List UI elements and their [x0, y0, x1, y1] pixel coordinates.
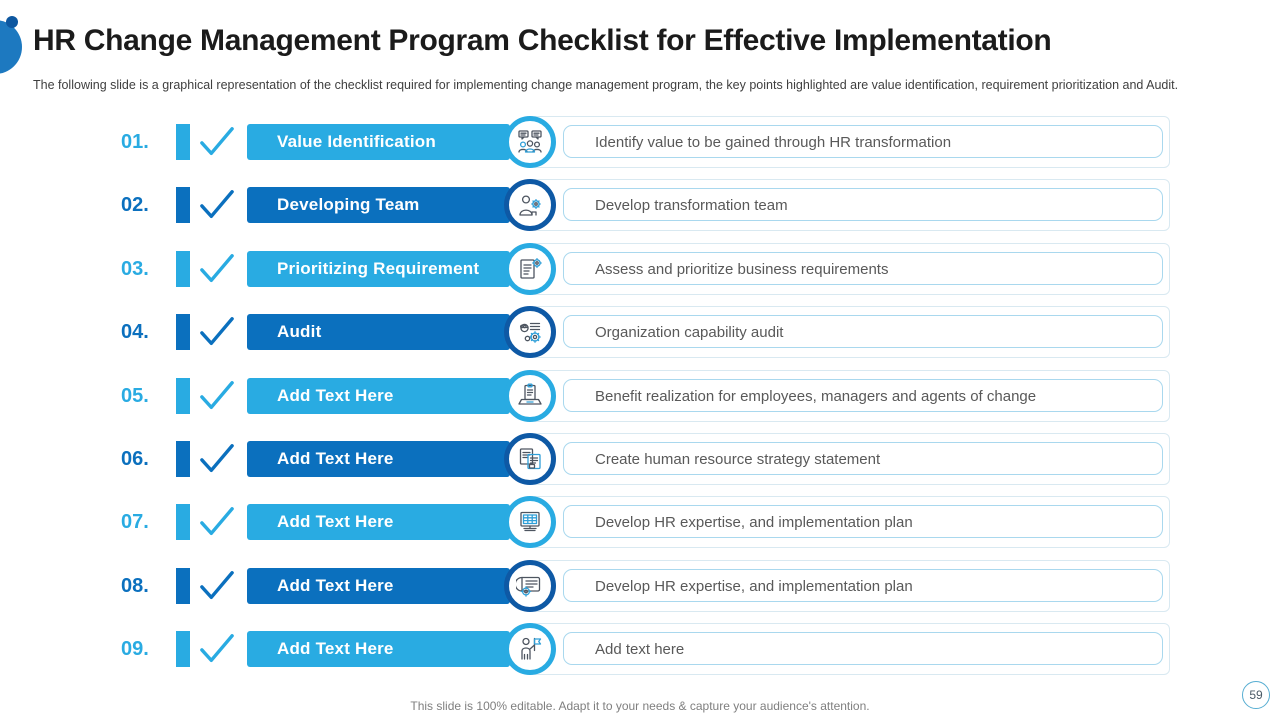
- row-label[interactable]: Developing Team: [247, 187, 510, 224]
- person-flag-icon: [516, 635, 544, 663]
- checkmark-icon: [200, 507, 234, 536]
- row-accent-bar: [176, 314, 190, 351]
- row-label[interactable]: Value Identification: [247, 124, 510, 160]
- row-description[interactable]: Create human resource strategy statement: [563, 442, 1163, 475]
- corner-decoration-dot: [6, 16, 18, 28]
- checklist-row: 07. Add Text Here Develop HR expertise, …: [0, 496, 1280, 549]
- strategy-documents-icon: [516, 445, 544, 473]
- row-accent-bar: [176, 377, 190, 414]
- monitor-grid-icon: [516, 508, 544, 536]
- row-accent-bar: [176, 567, 190, 604]
- row-number: 08.: [121, 574, 149, 597]
- row-icon-circle: [504, 623, 556, 676]
- row-icon-circle: [504, 369, 556, 422]
- row-icon-circle: [504, 179, 556, 232]
- checkmark-icon: [200, 380, 234, 409]
- footer-note: This slide is 100% editable. Adapt it to…: [410, 699, 870, 713]
- row-accent-bar: [176, 441, 190, 477]
- checklist-row: 02. Developing Team Develop transformati…: [0, 179, 1280, 232]
- checklist-row: 05. Add Text Here Benefit realization fo…: [0, 369, 1280, 422]
- row-label[interactable]: Add Text Here: [247, 441, 510, 477]
- row-description[interactable]: Identify value to be gained through HR t…: [563, 125, 1163, 158]
- row-icon-circle: [504, 242, 556, 295]
- row-icon-circle: [504, 496, 556, 549]
- checklist-row: 06. Add Text Here Create human resource …: [0, 433, 1280, 485]
- row-label[interactable]: Audit: [247, 314, 510, 351]
- row-description[interactable]: Add text here: [563, 632, 1163, 666]
- row-number: 02.: [121, 194, 149, 217]
- blueprint-gear-icon: [516, 572, 544, 600]
- row-accent-bar: [176, 187, 190, 224]
- checkmark-icon: [200, 634, 234, 663]
- row-number: 07.: [121, 511, 149, 534]
- row-accent-bar: [176, 124, 190, 160]
- row-label[interactable]: Prioritizing Requirement: [247, 250, 510, 287]
- row-label[interactable]: Add Text Here: [247, 631, 510, 668]
- page-subtitle: The following slide is a graphical repre…: [33, 78, 1179, 92]
- page-number: 59: [1249, 688, 1263, 702]
- row-label[interactable]: Add Text Here: [247, 567, 510, 604]
- checkmark-icon: [200, 570, 234, 599]
- team-discussion-icon: [516, 128, 544, 156]
- row-icon-circle: [504, 433, 556, 485]
- laptop-checklist-icon: [516, 382, 544, 410]
- person-gear-icon: [516, 191, 544, 219]
- row-description[interactable]: Benefit realization for employees, manag…: [563, 378, 1163, 412]
- checkmark-icon: [200, 127, 234, 156]
- row-description[interactable]: Develop transformation team: [563, 188, 1163, 222]
- row-icon-circle: [504, 559, 556, 612]
- row-number: 05.: [121, 384, 149, 407]
- row-icon-circle: [504, 116, 556, 168]
- checklist-row: 04. Audit Organization capability audit: [0, 306, 1280, 359]
- checkmark-icon: [200, 253, 234, 282]
- corner-decoration-circle: [0, 20, 22, 74]
- row-number: 03.: [121, 257, 149, 280]
- checklist-row: 01. Value Identification Identify value …: [0, 116, 1280, 168]
- row-number: 01.: [121, 131, 149, 153]
- page-number-badge: 59: [1242, 681, 1270, 709]
- checklist-row: 08. Add Text Here Develop HR expertise, …: [0, 559, 1280, 612]
- row-accent-bar: [176, 631, 190, 668]
- row-icon-circle: [504, 306, 556, 359]
- row-number: 06.: [121, 448, 149, 470]
- row-number: 09.: [121, 638, 149, 661]
- checkmark-icon: [200, 444, 234, 473]
- row-description[interactable]: Assess and prioritize business requireme…: [563, 251, 1163, 285]
- row-description[interactable]: Develop HR expertise, and implementation…: [563, 505, 1163, 539]
- checklist-row: 09. Add Text Here Add text here: [0, 623, 1280, 676]
- person-checklist-gear-icon: [516, 318, 544, 346]
- row-description[interactable]: Organization capability audit: [563, 315, 1163, 349]
- checkmark-icon: [200, 317, 234, 346]
- checklist-row: 03. Prioritizing Requirement Assess and …: [0, 242, 1280, 295]
- row-accent-bar: [176, 504, 190, 541]
- row-number: 04.: [121, 321, 149, 344]
- checkmark-icon: [200, 190, 234, 219]
- page-title: HR Change Management Program Checklist f…: [33, 24, 1052, 57]
- row-label[interactable]: Add Text Here: [247, 377, 510, 414]
- row-accent-bar: [176, 250, 190, 287]
- document-gear-icon: [516, 255, 544, 283]
- row-label[interactable]: Add Text Here: [247, 504, 510, 541]
- row-description[interactable]: Develop HR expertise, and implementation…: [563, 568, 1163, 602]
